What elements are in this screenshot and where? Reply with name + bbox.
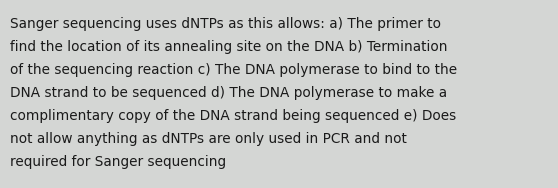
Text: DNA strand to be sequenced d) The DNA polymerase to make a: DNA strand to be sequenced d) The DNA po… bbox=[10, 86, 447, 100]
Text: Sanger sequencing uses dNTPs as this allows: a) The primer to: Sanger sequencing uses dNTPs as this all… bbox=[10, 17, 441, 31]
Text: not allow anything as dNTPs are only used in PCR and not: not allow anything as dNTPs are only use… bbox=[10, 132, 407, 146]
Text: find the location of its annealing site on the DNA b) Termination: find the location of its annealing site … bbox=[10, 40, 448, 54]
Text: required for Sanger sequencing: required for Sanger sequencing bbox=[10, 155, 226, 168]
Text: complimentary copy of the DNA strand being sequenced e) Does: complimentary copy of the DNA strand bei… bbox=[10, 109, 456, 123]
Text: of the sequencing reaction c) The DNA polymerase to bind to the: of the sequencing reaction c) The DNA po… bbox=[10, 63, 457, 77]
